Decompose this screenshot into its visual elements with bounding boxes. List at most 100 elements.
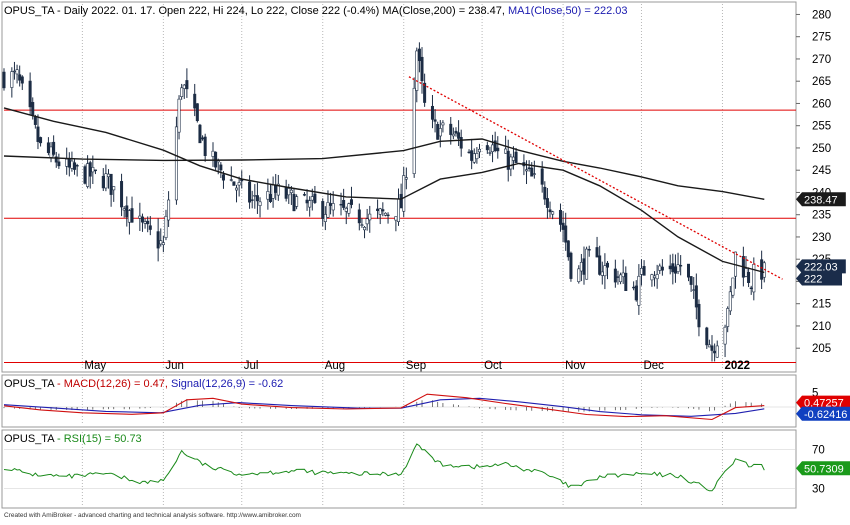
- candle-body: [310, 196, 314, 201]
- candle-body: [459, 137, 463, 149]
- candle-body: [193, 93, 197, 109]
- rsi-header-rsi: - RSI(15) = 50.73: [54, 433, 142, 445]
- candle-body: [399, 193, 403, 209]
- candle-body: [75, 165, 79, 167]
- candle-body: [125, 205, 129, 218]
- candle-body: [705, 327, 709, 346]
- candle-body: [485, 145, 489, 151]
- candle-body: [292, 193, 296, 212]
- candle-body: [305, 199, 309, 204]
- candle-body: [430, 105, 434, 120]
- candle-body: [33, 116, 37, 125]
- price-y-tick-label: 260: [812, 98, 831, 110]
- candle-body: [451, 133, 455, 137]
- candle-body: [109, 173, 113, 195]
- candle-body: [621, 272, 625, 278]
- rsi-line: [3, 443, 765, 492]
- price-y-tick-label: 255: [812, 121, 831, 133]
- candle-body: [731, 277, 735, 296]
- rsi-y-tick-label: 30: [812, 484, 825, 496]
- candle-body: [514, 151, 518, 163]
- price-y-tick-label: 280: [812, 9, 831, 21]
- price-y-tick-label: 250: [812, 143, 831, 155]
- candle-body: [441, 122, 445, 126]
- rsi-header: OPUS_TA - RSI(15) = 50.73: [4, 433, 142, 445]
- candle-body: [368, 213, 372, 221]
- price-y-tick-label: 205: [812, 343, 831, 355]
- candle-body: [496, 147, 500, 152]
- candle-body: [360, 224, 364, 226]
- x-tick-label: Nov: [565, 360, 586, 372]
- candle-body: [433, 119, 437, 122]
- candle-body: [120, 181, 124, 208]
- candle-body: [274, 185, 278, 193]
- candle-body: [284, 187, 288, 199]
- candle-body: [101, 175, 105, 189]
- candle-body: [232, 181, 236, 186]
- candle-body: [752, 263, 756, 293]
- x-tick-label: Jul: [244, 360, 259, 372]
- price-y-tick-label: 210: [812, 321, 831, 333]
- signal-value-tag-bg: [796, 406, 850, 421]
- candle-body: [543, 186, 547, 200]
- candle-body: [357, 209, 361, 224]
- candle-body: [12, 70, 16, 73]
- candle-body: [349, 199, 353, 205]
- candle-body: [86, 163, 90, 187]
- candle-body: [31, 102, 35, 116]
- candle-body: [613, 268, 617, 283]
- candle-body: [73, 162, 77, 170]
- candle-body: [203, 136, 207, 156]
- candle-body: [49, 146, 53, 158]
- macd-header-ticker: OPUS_TA: [4, 378, 55, 390]
- candle-body: [229, 179, 233, 181]
- macd-value-tag: 0.47257: [804, 398, 844, 410]
- candle-body: [585, 248, 589, 280]
- candle-body: [527, 167, 531, 170]
- candle-body: [653, 275, 657, 278]
- candle-body: [185, 80, 189, 90]
- candle-body: [637, 275, 641, 306]
- candle-body: [20, 76, 24, 84]
- macd-value-tag-bg: [796, 395, 850, 410]
- price-header: OPUS_TA - Daily 2022. 01. 17. Open 222, …: [4, 5, 628, 17]
- candle-body: [276, 183, 280, 196]
- candle-body: [616, 276, 620, 278]
- candle-body: [423, 82, 427, 103]
- candle-body: [454, 130, 458, 134]
- candle-body: [587, 249, 591, 251]
- candle-body: [470, 150, 474, 161]
- candle-body: [579, 262, 583, 272]
- candle-body: [381, 209, 385, 212]
- candle-body: [728, 291, 732, 312]
- candle-body: [138, 215, 142, 219]
- candle-body: [650, 274, 654, 281]
- candle-body: [326, 202, 330, 218]
- candle-body: [182, 84, 186, 89]
- price-panel-frame: [1, 1, 797, 373]
- rsi-value-tag-bg: [796, 461, 850, 476]
- candle-body: [237, 182, 241, 186]
- price-y-tick-label: 235: [812, 210, 831, 222]
- candle-body: [266, 191, 270, 200]
- price-y-tick-label: 265: [812, 76, 831, 88]
- footer-credit: Created with AmiBroker - advanced charti…: [4, 512, 301, 519]
- candle-body: [383, 212, 387, 216]
- macd-line: [3, 393, 765, 421]
- price-y-tick-label: 275: [812, 32, 831, 44]
- candle-body: [321, 201, 325, 219]
- candle-body: [606, 262, 610, 268]
- candle-body: [747, 271, 751, 283]
- candle-body: [472, 153, 476, 163]
- macd-header: OPUS_TA - MACD(12,26) = 0.47, Signal(12,…: [4, 378, 283, 390]
- candle-body: [342, 200, 346, 208]
- candle-body: [180, 87, 184, 97]
- candle-body: [551, 211, 555, 215]
- candle-body: [404, 177, 408, 180]
- down-trendline: [408, 76, 783, 280]
- candle-body: [112, 186, 116, 191]
- price-value-tag: 222.03: [804, 261, 838, 273]
- candle-body: [668, 265, 672, 270]
- candle-body: [302, 194, 306, 196]
- candle-body: [449, 123, 453, 135]
